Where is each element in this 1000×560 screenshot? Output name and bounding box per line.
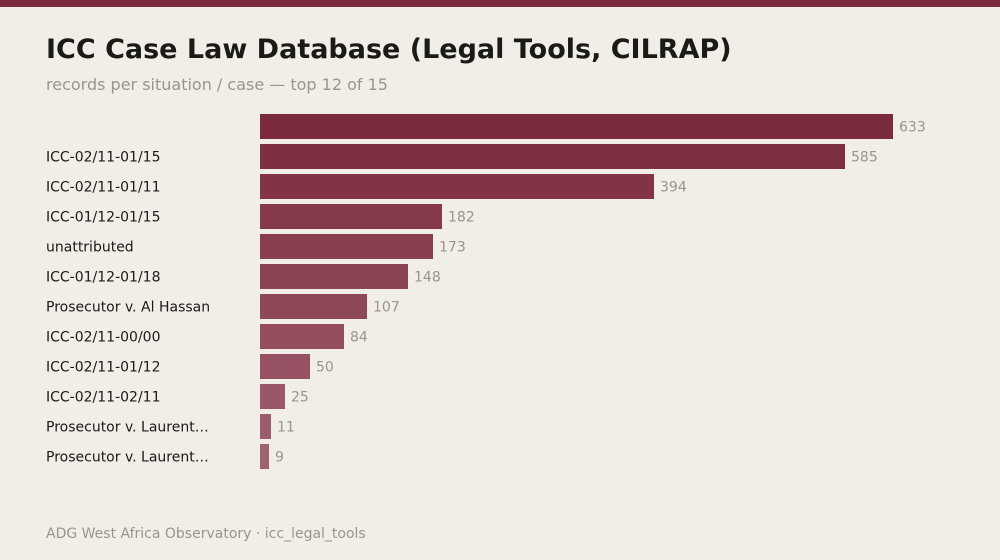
category-label: ICC-01/12-01/18 — [46, 270, 160, 286]
category-label: ICC-02/11-01/11 — [46, 180, 160, 196]
value-label: 173 — [439, 240, 466, 256]
value-label: 633 — [899, 120, 926, 136]
bar — [260, 354, 310, 379]
value-label: 585 — [851, 150, 878, 166]
category-label: unattributed — [46, 240, 134, 256]
value-label: 182 — [448, 210, 475, 226]
category-label: ICC-02/11-00/00 — [46, 330, 160, 346]
value-label: 9 — [275, 450, 284, 466]
category-label: ICC-01/12-01/15 — [46, 210, 160, 226]
bar — [260, 234, 433, 259]
category-label: Prosecutor v. Laurent… — [46, 420, 209, 436]
bar — [260, 174, 654, 199]
value-label: 107 — [373, 300, 400, 316]
chart-subtitle: records per situation / case — top 12 of… — [46, 75, 388, 94]
category-label: ICC-02/11-01/12 — [46, 360, 160, 376]
bar — [260, 324, 344, 349]
category-label: Prosecutor v. Laurent… — [46, 450, 209, 466]
top-accent-bar — [0, 0, 1000, 7]
value-label: 50 — [316, 360, 334, 376]
bar — [260, 294, 367, 319]
value-label: 11 — [277, 420, 295, 436]
bar — [260, 144, 845, 169]
bar — [260, 384, 285, 409]
value-label: 148 — [414, 270, 441, 286]
category-label: Prosecutor v. Al Hassan — [46, 300, 210, 316]
bar — [260, 204, 442, 229]
bar-chart: 633 ICC-02/11-01/15 585 ICC-02/11-01/11 394 I… — [46, 114, 926, 469]
bar — [260, 264, 408, 289]
bar — [260, 414, 271, 439]
value-label: 394 — [660, 180, 687, 196]
bar — [260, 444, 269, 469]
category-label: ICC-02/11-01/15 — [46, 150, 160, 166]
source-footer: ADG West Africa Observatory · icc_legal_… — [46, 526, 366, 542]
value-label: 25 — [291, 390, 309, 406]
bar — [260, 114, 893, 139]
value-label: 84 — [350, 330, 368, 346]
category-label: ICC-02/11-02/11 — [46, 390, 160, 406]
chart-title: ICC Case Law Database (Legal Tools, CILR… — [46, 34, 732, 65]
